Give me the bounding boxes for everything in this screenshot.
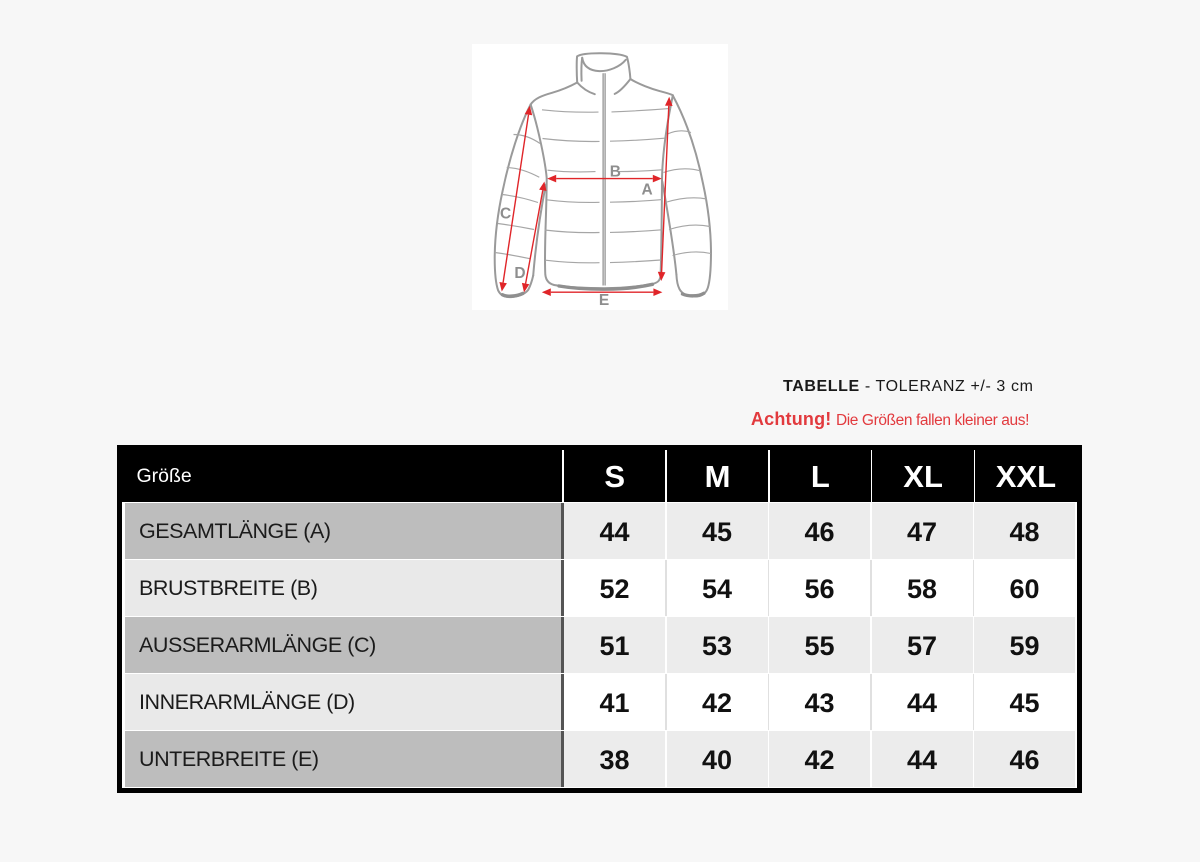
svg-text:E: E: [599, 292, 609, 309]
svg-text:C: C: [500, 205, 511, 222]
svg-text:B: B: [610, 164, 621, 181]
svg-text:D: D: [514, 265, 525, 282]
svg-text:A: A: [641, 182, 652, 199]
